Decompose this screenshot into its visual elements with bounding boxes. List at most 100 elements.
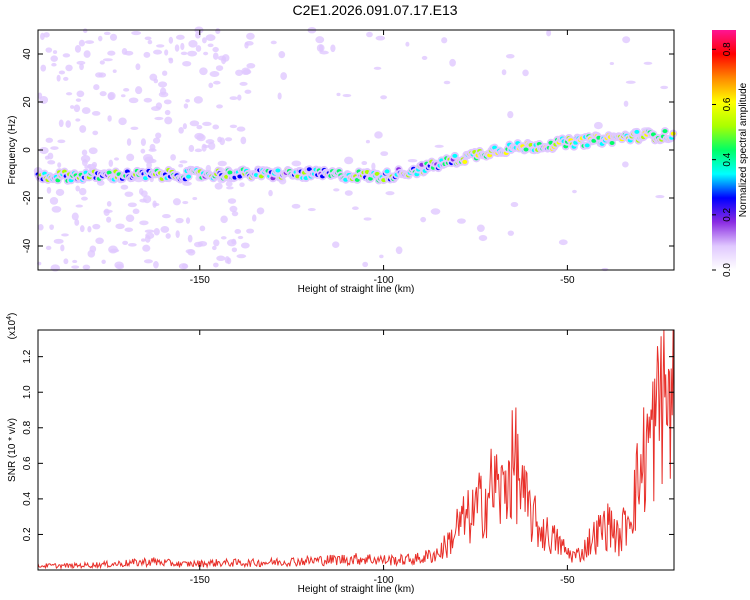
spectrogram-noise-point bbox=[118, 117, 127, 126]
spectrogram-noise-point bbox=[185, 217, 191, 224]
snr-x-ticks: -150 -100 -50 bbox=[190, 330, 575, 586]
spectrogram-ridge-point bbox=[634, 129, 640, 134]
spectrogram-noise-point bbox=[270, 40, 277, 45]
spectrogram-noise-point bbox=[57, 162, 62, 168]
y-tick-label: 0.2 bbox=[22, 527, 33, 541]
spectrogram-noise-point bbox=[231, 211, 239, 217]
spectrogram-noise-point bbox=[172, 198, 181, 206]
spectrogram-noise-point bbox=[195, 45, 202, 52]
spectrogram-noise-point bbox=[75, 185, 81, 192]
spectrogram-noise-point bbox=[170, 154, 176, 161]
spectrogram-noise-point bbox=[374, 131, 383, 139]
snr-y-ticks: 0.2 0.4 0.6 0.8 1.0 1.2 bbox=[22, 349, 674, 541]
spectrogram-noise-point bbox=[83, 50, 91, 58]
spectrogram-noise-point bbox=[226, 239, 237, 247]
spectrogram-noise-point bbox=[208, 82, 214, 89]
snr-y-scale-exponent: 4 bbox=[6, 316, 13, 320]
spectrogram-noise-point bbox=[92, 223, 101, 230]
spectrogram-ridge-point bbox=[275, 168, 281, 173]
spectrogram-noise-point bbox=[143, 259, 153, 264]
spectrogram-noise-point bbox=[333, 188, 340, 192]
spectrogram-noise-point bbox=[56, 74, 61, 82]
spectrogram-noise-point bbox=[120, 184, 129, 190]
spectrogram-noise-point bbox=[160, 225, 170, 233]
spectrogram-noise-point bbox=[102, 58, 113, 62]
spectrogram-noise-point bbox=[53, 238, 64, 244]
spectrogram-ridge-point bbox=[452, 153, 458, 158]
spectrogram-noise-point bbox=[209, 70, 220, 78]
spectrogram-noise-point bbox=[65, 120, 71, 128]
spectrogram-noise-point bbox=[108, 159, 114, 167]
spectrogram-noise-point bbox=[107, 91, 116, 100]
spectrogram-ridge-point bbox=[662, 129, 668, 134]
snr-y-scale-prefix: (x10 bbox=[7, 319, 18, 339]
spectrogram-noise-point bbox=[45, 47, 53, 53]
spectrogram-noise-point bbox=[107, 50, 116, 56]
spectrogram-noise-point bbox=[103, 209, 113, 214]
spectrogram-noise-point bbox=[128, 242, 137, 247]
spectrogram-noise-point bbox=[63, 258, 69, 265]
colorbar-tick-label: 0.6 bbox=[722, 97, 733, 111]
spectrogram-noise-point bbox=[213, 239, 220, 247]
spectrogram-noise-point bbox=[153, 261, 159, 269]
spectrogram-noise-point bbox=[37, 92, 43, 99]
spectrogram-noise-point bbox=[201, 143, 207, 152]
x-tick-label: -50 bbox=[560, 575, 575, 586]
spectrogram-noise-point bbox=[214, 182, 223, 190]
spectrogram-noise-point bbox=[344, 156, 354, 165]
spectrogram-noise-point bbox=[40, 64, 47, 72]
colorbar-tick-label: 0.0 bbox=[722, 263, 733, 277]
spectrogram-noise-point bbox=[103, 31, 111, 36]
spectrogram-noise-point bbox=[476, 224, 485, 232]
spectrogram-noise-point bbox=[124, 227, 134, 232]
spectrogram-noise-point bbox=[225, 181, 233, 187]
spectrogram-noise-point bbox=[141, 238, 146, 242]
spectrogram-ridge-point bbox=[523, 147, 529, 152]
spectrogram-noise-point bbox=[159, 87, 167, 96]
spectrogram-ridge-point bbox=[462, 159, 468, 164]
spectrogram-ridge-point bbox=[237, 174, 243, 179]
spectrogram-noise-point bbox=[168, 57, 173, 61]
spectrogram-noise-point bbox=[188, 144, 195, 152]
spectrogram-noise-point bbox=[130, 126, 139, 130]
spectrogram-ridge-point bbox=[227, 170, 233, 175]
spectrogram-noise-point bbox=[45, 137, 54, 143]
spectrogram-noise-point bbox=[180, 42, 185, 51]
spectrogram-noise-point bbox=[99, 91, 107, 97]
spectrogram-noise-point bbox=[155, 102, 163, 110]
spectrogram-noise-point bbox=[456, 218, 466, 224]
spectrogram-noise-point bbox=[163, 99, 172, 105]
spectrogram-noise-point bbox=[510, 201, 519, 208]
colorbar-ticks: 0.0 0.2 0.4 0.6 0.8 bbox=[712, 42, 733, 277]
spectrogram-noise-point bbox=[87, 249, 96, 258]
spectrogram-noise-point bbox=[84, 165, 90, 169]
spectrogram-noise-point bbox=[192, 196, 198, 201]
spectrogram-noise-point bbox=[229, 205, 238, 213]
spectrogram-background bbox=[38, 30, 674, 270]
spectrogram-noise-point bbox=[125, 214, 135, 223]
spectrogram-noise-point bbox=[212, 52, 219, 60]
spectrogram-noise-point bbox=[145, 232, 155, 239]
spectrogram-noise-point bbox=[47, 160, 56, 165]
spectrogram-noise-point bbox=[71, 212, 79, 221]
spectrogram-noise-point bbox=[112, 69, 117, 73]
spectrogram-noise-point bbox=[212, 245, 217, 251]
spectrogram-noise-point bbox=[95, 237, 104, 245]
spectrogram-noise-point bbox=[202, 37, 207, 44]
spectrogram-noise-point bbox=[135, 86, 143, 95]
spectrogram-noise-point bbox=[79, 125, 87, 133]
spectrogram-noise-point bbox=[478, 234, 488, 242]
y-tick-label: -40 bbox=[22, 238, 33, 253]
spectrogram-noise-point bbox=[239, 81, 248, 86]
spectrogram-x-ticks: -150 -100 -50 bbox=[190, 30, 575, 286]
spectrogram-noise-point bbox=[199, 225, 206, 232]
y-tick-label: 0.4 bbox=[22, 492, 33, 506]
spectrogram-noise-point bbox=[82, 264, 91, 270]
spectrogram-noise-point bbox=[131, 30, 142, 36]
spectrogram-noise-point bbox=[239, 182, 245, 187]
colorbar-gradient bbox=[712, 30, 736, 270]
spectrogram-noise-point bbox=[126, 153, 135, 162]
spectrogram-noise-point bbox=[351, 206, 359, 211]
spectrogram-noise-point bbox=[74, 218, 80, 226]
